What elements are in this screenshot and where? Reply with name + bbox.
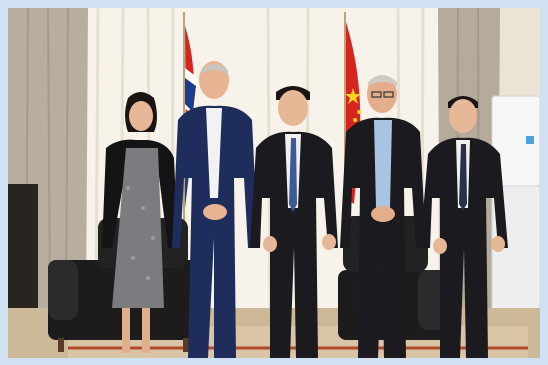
photo-illustration [8, 8, 540, 358]
flag-star [345, 88, 361, 104]
cabinet [8, 184, 38, 324]
group-photo [8, 8, 540, 358]
ac-display [526, 136, 534, 144]
person-1 [102, 92, 178, 353]
person-2 [172, 61, 258, 358]
person-3 [250, 86, 338, 358]
person-5 [420, 96, 508, 358]
person-4 [340, 75, 426, 358]
